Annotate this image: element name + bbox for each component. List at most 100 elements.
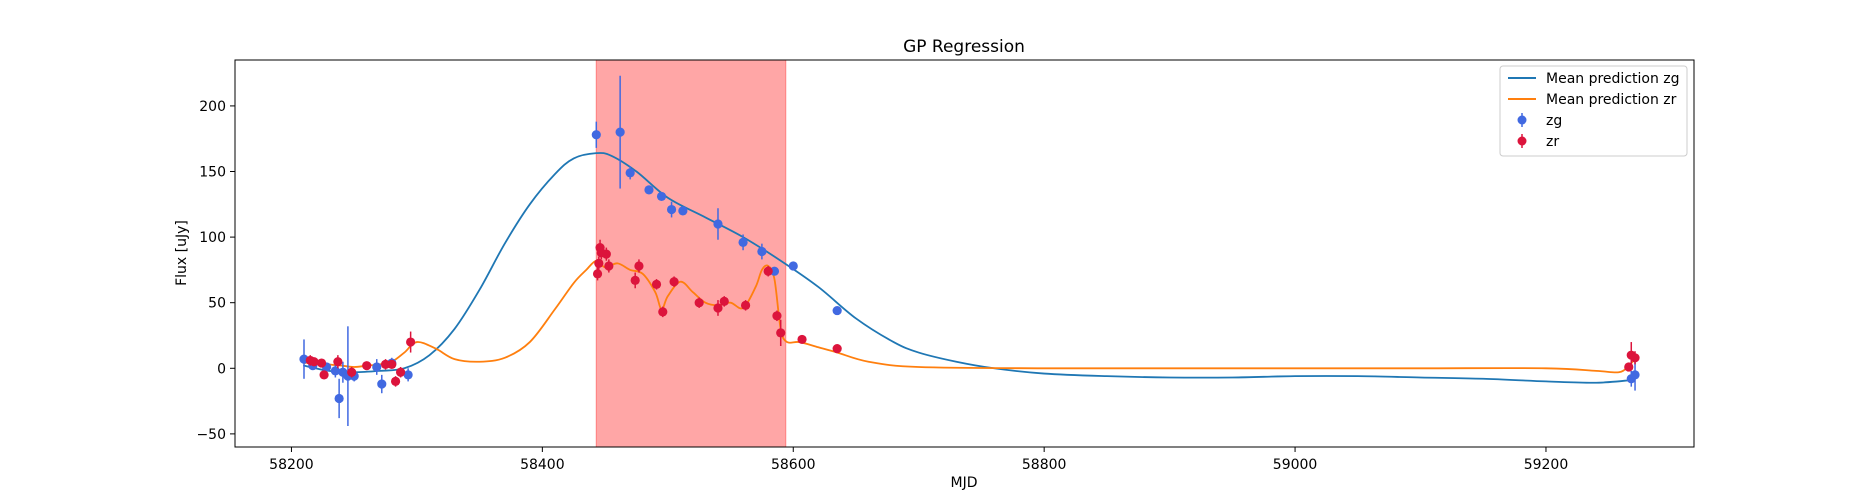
point-zg	[713, 208, 723, 240]
point-zg	[403, 368, 413, 382]
marker-zr	[316, 358, 327, 368]
legend-label-mean-zg: Mean prediction zg	[1546, 71, 1680, 87]
point-zg	[832, 305, 842, 316]
x-tick-label: 58800	[1022, 457, 1067, 473]
point-zr	[309, 357, 319, 367]
legend-label-zg: zg	[1546, 113, 1562, 129]
marker-zr	[601, 249, 611, 259]
point-zr	[634, 259, 644, 273]
legend-label-zr: zr	[1546, 134, 1559, 150]
point-zr	[832, 344, 842, 354]
marker-zg	[678, 206, 688, 216]
marker-zr	[390, 376, 401, 387]
marker-zr	[630, 275, 640, 285]
marker-zr	[395, 367, 406, 377]
point-zg	[615, 75, 625, 189]
x-axis-label: MJD	[951, 475, 978, 491]
legend-marker-zr-icon	[1517, 136, 1527, 146]
legend-box	[1499, 65, 1688, 157]
point-zr	[395, 366, 406, 378]
x-tick-label: 59200	[1524, 457, 1569, 473]
marker-zg	[372, 362, 382, 372]
marker-zr	[694, 298, 704, 308]
point-zr	[1630, 351, 1640, 365]
x-tick-label: 59000	[1273, 457, 1318, 473]
point-zg	[738, 234, 748, 251]
marker-zr	[713, 303, 723, 313]
point-zr	[694, 297, 704, 308]
shaded-region	[595, 60, 787, 447]
axis-ticks: 58200 58400 58600 58800 59000 59200 −50 0 50 100 1…	[196, 99, 1568, 473]
marker-zg	[591, 130, 601, 140]
marker-zr	[592, 269, 603, 279]
point-zg	[788, 261, 798, 271]
point-zr	[333, 355, 343, 369]
plot-frame	[234, 59, 1695, 448]
chart-title: GP Regression	[903, 37, 1025, 57]
marker-zg	[403, 370, 413, 380]
marker-zr	[740, 300, 751, 310]
marker-zg	[757, 246, 767, 257]
marker-zr	[797, 334, 807, 345]
point-zr	[630, 272, 640, 289]
point-zr	[713, 300, 723, 316]
point-zg	[625, 166, 635, 180]
marker-zg	[1630, 370, 1640, 380]
point-zr	[776, 319, 786, 346]
point-zr	[719, 296, 729, 307]
y-axis-label: Flux [uJy]	[174, 220, 190, 286]
point-zg	[591, 121, 601, 148]
marker-zg	[656, 191, 667, 202]
marker-zg	[334, 393, 344, 404]
marker-zg	[644, 185, 654, 195]
marker-zg	[666, 204, 677, 215]
point-zg	[334, 378, 344, 419]
shaded-region-layer	[595, 60, 787, 447]
point-zg	[644, 185, 654, 195]
point-zg	[377, 374, 387, 394]
point-zg	[372, 359, 382, 375]
plot-area	[235, 60, 1694, 447]
marker-zr	[772, 311, 782, 321]
point-zr	[763, 265, 773, 277]
marker-zr	[719, 296, 729, 306]
marker-zr	[319, 370, 329, 380]
point-zr	[658, 306, 668, 318]
point-zr	[740, 300, 751, 311]
observation-points	[299, 75, 1640, 427]
marker-zr	[333, 357, 343, 367]
marker-zg	[615, 127, 625, 137]
marker-zr	[776, 328, 786, 338]
point-zr	[772, 310, 782, 322]
point-zr	[669, 276, 679, 287]
marker-zg	[377, 379, 387, 389]
point-zr	[797, 334, 807, 345]
y-tick-label: 200	[199, 99, 226, 115]
marker-zr	[832, 344, 842, 354]
marker-zr	[347, 367, 357, 377]
point-zr	[604, 259, 614, 273]
point-zr	[592, 267, 603, 281]
marker-zr	[594, 258, 604, 268]
marker-zr	[387, 359, 397, 369]
point-zg	[678, 206, 688, 216]
point-zr	[319, 370, 329, 380]
point-zr	[594, 256, 604, 270]
marker-zr	[634, 261, 644, 271]
y-tick-label: 0	[217, 361, 226, 377]
point-zr	[362, 361, 372, 371]
y-tick-label: 100	[199, 230, 226, 246]
marker-zr	[651, 279, 662, 289]
line-mean-prediction-zr	[303, 259, 1635, 374]
point-zg	[757, 243, 767, 260]
marker-zg	[713, 219, 723, 229]
x-tick-label: 58400	[520, 457, 565, 473]
marker-zr	[362, 361, 372, 371]
y-tick-label: 150	[199, 165, 226, 181]
point-zr	[651, 279, 662, 290]
marker-zg	[788, 261, 798, 271]
point-zr	[390, 376, 401, 387]
marker-zr	[1630, 353, 1640, 363]
marker-zg	[738, 237, 748, 247]
